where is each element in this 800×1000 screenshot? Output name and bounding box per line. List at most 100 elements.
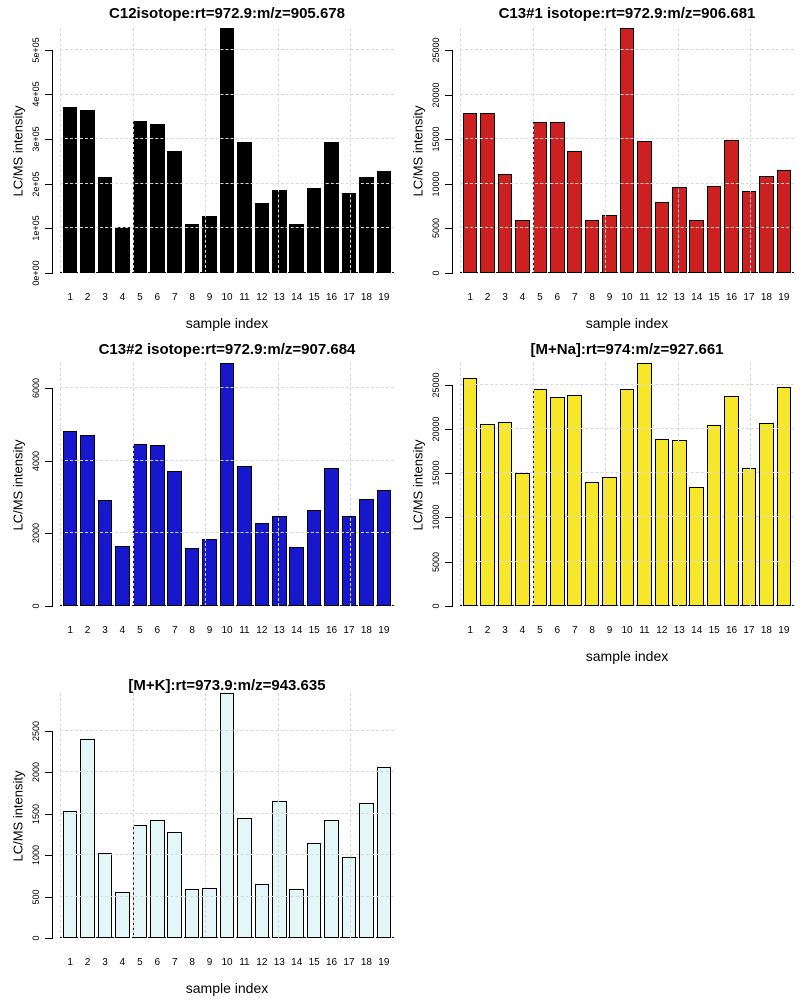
vertical-gridline xyxy=(532,28,534,273)
y-tick-label: 4000 xyxy=(31,450,41,471)
bar xyxy=(237,817,252,938)
vertical-gridline xyxy=(350,28,352,273)
bar xyxy=(115,546,130,606)
bar xyxy=(324,468,339,606)
x-tick-label: 19 xyxy=(778,292,790,303)
x-tick-label: 19 xyxy=(778,625,790,636)
y-axis-line xyxy=(52,731,53,938)
y-tick-mark xyxy=(45,938,53,939)
x-axis-baseline xyxy=(60,937,394,938)
y-tick-label: 10000 xyxy=(431,171,441,197)
y-tick-mark xyxy=(445,428,453,430)
x-axis-label: sample index xyxy=(185,315,269,331)
x-tick-label: 5 xyxy=(537,625,543,636)
x-tick-label: 9 xyxy=(206,625,213,636)
y-tick-mark xyxy=(45,228,53,230)
chart-title: C12isotope:rt=972.9:m/z=905.678 xyxy=(109,5,345,22)
horizontal-gridline xyxy=(60,854,394,856)
horizontal-gridline xyxy=(460,383,794,385)
x-tick-label: 16 xyxy=(325,957,338,968)
bar xyxy=(724,140,739,273)
x-axis-baseline xyxy=(60,605,394,606)
y-tick-mark xyxy=(45,606,53,607)
y-tick-mark xyxy=(45,533,53,535)
bar xyxy=(306,842,322,938)
y-tick-mark xyxy=(45,273,53,274)
y-tick-label: 5000 xyxy=(431,551,441,572)
plot-area xyxy=(60,363,394,606)
bar xyxy=(741,191,757,273)
y-tick-mark xyxy=(445,50,453,52)
vertical-gridline xyxy=(605,28,607,273)
y-tick-label: 2000 xyxy=(31,762,41,783)
horizontal-gridline xyxy=(60,895,394,897)
bar xyxy=(776,169,792,273)
bar xyxy=(480,423,495,606)
x-tick-label: 12 xyxy=(256,957,268,968)
chart-title: C13#1 isotope:rt=972.9:m/z=906.681 xyxy=(498,5,756,22)
x-tick-label: 14 xyxy=(291,292,303,303)
x-tick-label: 3 xyxy=(102,957,108,968)
y-tick-label: 25000 xyxy=(431,37,441,63)
x-tick-label: 6 xyxy=(154,292,161,303)
bar xyxy=(567,395,582,606)
y-axis-label: LC/MS intensity xyxy=(10,104,26,197)
vertical-gridline xyxy=(677,28,679,273)
vertical-gridline xyxy=(205,363,207,606)
y-tick-label: 5000 xyxy=(431,218,441,239)
bar xyxy=(324,141,339,273)
bar xyxy=(515,473,530,606)
chart-panel-c13-2: C13#2 isotope:rt=972.9:m/z=907.684 LC/MS… xyxy=(0,335,400,665)
vertical-gridline xyxy=(132,28,134,273)
vertical-gridline xyxy=(532,363,534,606)
bar xyxy=(741,467,757,606)
vertical-gridline xyxy=(60,28,61,273)
bar xyxy=(306,509,322,606)
chart-panel-c12: C12isotope:rt=972.9:m/z=905.678 LC/MS in… xyxy=(0,0,400,335)
y-tick-label: 0 xyxy=(431,270,441,276)
bar xyxy=(150,445,165,606)
x-tick-label: 9 xyxy=(606,292,613,303)
x-tick-label: 10 xyxy=(621,625,633,636)
chart-panel-m-k: [M+K]:rt=973.9:m/z=943.635 LC/MS intensi… xyxy=(0,665,400,1000)
y-axis-label: LC/MS intensity xyxy=(410,104,426,197)
x-tick-label: 11 xyxy=(239,625,250,636)
y-axis-line xyxy=(52,388,53,606)
vertical-gridline xyxy=(277,363,279,606)
y-tick-label: 1e+05 xyxy=(31,215,41,241)
y-tick-label: 1500 xyxy=(31,803,41,824)
x-tick-label: 18 xyxy=(360,625,372,636)
x-tick-label: 9 xyxy=(206,957,213,968)
x-tick-label: 6 xyxy=(154,625,161,636)
vertical-gridline xyxy=(132,693,134,938)
horizontal-gridline xyxy=(60,138,394,140)
horizontal-gridline xyxy=(60,532,394,534)
bar xyxy=(272,516,287,606)
x-tick-label: 8 xyxy=(189,292,195,303)
x-tick-label: 12 xyxy=(656,292,668,303)
y-axis-label: LC/MS intensity xyxy=(10,769,26,862)
horizontal-gridline xyxy=(460,182,794,184)
x-tick-label: 7 xyxy=(171,957,178,968)
bar xyxy=(237,141,252,273)
x-tick-label: 12 xyxy=(256,292,268,303)
bar xyxy=(376,766,392,938)
x-tick-label: 10 xyxy=(221,957,233,968)
y-tick-mark xyxy=(45,388,53,390)
y-axis-label: LC/MS intensity xyxy=(410,438,426,531)
x-tick-label: 7 xyxy=(171,292,178,303)
bar xyxy=(550,122,565,273)
bar xyxy=(115,227,130,273)
horizontal-gridline xyxy=(60,812,394,814)
bar xyxy=(759,175,774,273)
plot-area xyxy=(460,28,794,273)
bar xyxy=(462,377,478,606)
horizontal-gridline xyxy=(460,138,794,140)
x-tick-label: 12 xyxy=(256,625,268,636)
x-axis-baseline xyxy=(460,272,794,273)
x-tick-label: 10 xyxy=(621,292,633,303)
horizontal-gridline xyxy=(460,560,794,562)
x-tick-label: 8 xyxy=(189,957,195,968)
horizontal-gridline xyxy=(60,771,394,773)
x-tick-label: 3 xyxy=(502,292,508,303)
